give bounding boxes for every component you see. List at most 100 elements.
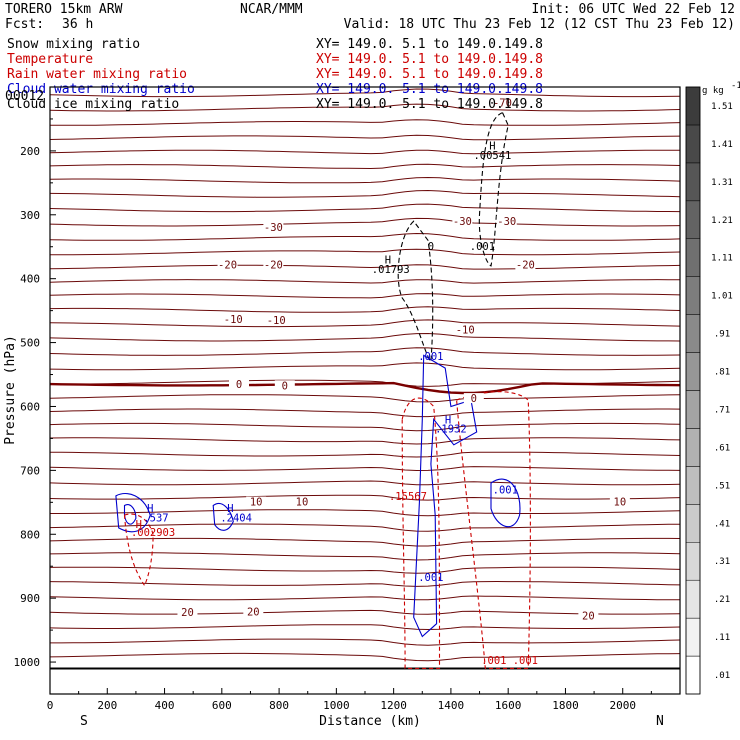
x-left-label: S [80, 714, 88, 729]
colorbar-box [685, 428, 701, 467]
isotherm-line [50, 248, 680, 256]
colorbar-box [685, 200, 701, 239]
x-tick-label: 400 [155, 699, 175, 712]
cloud-water-contour-mid [212, 502, 234, 531]
legend-xy-3: XY= 149.0. 5.1 to 149.0.149.8 [316, 82, 543, 97]
overlay-number: 00012 [5, 89, 44, 104]
cloud-ice-contour-upper [478, 111, 509, 267]
legend-xy-2: XY= 149.0. 5.1 to 149.0.149.8 [316, 67, 543, 82]
isotherm-label: -70 [493, 97, 512, 109]
colorbar-label: .71 [714, 405, 730, 415]
isotherm-label: -10 [456, 325, 475, 337]
isotherm-line [50, 163, 680, 170]
isotherm-label-bg [246, 496, 267, 507]
isotherm-line [50, 362, 680, 371]
colorbar-label: 1.51 [711, 102, 733, 112]
cloud-water-contour-west [115, 492, 151, 533]
hydrometeor-contours [115, 111, 531, 669]
isotherm-label-bg [515, 259, 536, 270]
colorbar-label: 1.21 [711, 216, 733, 226]
colorbar-label: .41 [714, 519, 730, 529]
colorbar-label: .31 [714, 557, 730, 567]
cloud-ice-contour [397, 220, 434, 364]
isotherm-label: -10 [224, 314, 243, 326]
isotherm-lines [50, 88, 680, 670]
x-tick-label: 800 [269, 699, 289, 712]
x-tick-label: 0 [47, 699, 54, 712]
legend-entry-0: Snow mixing ratio [7, 37, 140, 52]
isotherm-line [50, 624, 680, 631]
cloud-water-contour-west-inner [123, 504, 137, 525]
plot-frame [49, 86, 681, 695]
isotherm-line [50, 422, 680, 432]
colorbar-box [685, 352, 701, 391]
isotherm-line [50, 189, 680, 198]
y-tick-label: 500 [20, 337, 40, 350]
colorbar-unit-exp: -1 [731, 81, 740, 91]
isotherm-label: -30 [497, 216, 516, 228]
colorbar-box [685, 655, 701, 695]
isotherm-label-bg [223, 313, 244, 324]
extrema-label: .001 [481, 655, 506, 667]
legend-entry-2: Rain water mixing ratio [7, 67, 187, 82]
isotherm-label-bg [492, 97, 513, 108]
extrema-label: H [385, 254, 391, 266]
init-time: Init: 06 UTC Wed 22 Feb 12 [532, 2, 736, 17]
isotherm-line [50, 347, 680, 356]
isotherm-line [50, 480, 680, 486]
isotherm-label-bg [496, 216, 517, 227]
extrema-label: .1932 [435, 424, 467, 436]
colorbar-label: .21 [714, 595, 730, 605]
isotherm-line [50, 566, 680, 574]
isotherm-label: -20 [516, 260, 535, 272]
x-axis-label: Distance (km) [319, 714, 421, 729]
isotherm-label-bg [578, 610, 599, 621]
isotherm-line [50, 652, 680, 662]
isotherm-label: 0 [282, 380, 288, 392]
rain-water-contour-west [123, 513, 154, 587]
isotherm-line [50, 264, 680, 270]
colorbar-box [685, 162, 701, 202]
isotherm-label-bg [243, 606, 264, 617]
zero-isotherm [50, 381, 680, 395]
colorbar-label: .81 [714, 368, 730, 378]
rain-water-contour [401, 397, 441, 669]
isotherm-label: -20 [218, 260, 237, 272]
colorbar-label: .61 [714, 443, 730, 453]
y-tick-label: 300 [20, 209, 40, 222]
isotherm-line [50, 552, 680, 561]
isotherm-label: 20 [247, 606, 260, 618]
isotherm-line [50, 176, 680, 184]
x-tick-label: 1400 [438, 699, 465, 712]
colorbar-label: 1.11 [711, 254, 733, 264]
isotherm-line [50, 437, 680, 445]
isotherm-label: 20 [181, 607, 194, 619]
isotherm-label-bg [455, 324, 476, 335]
legend-xy-1: XY= 149.0. 5.1 to 149.0.149.8 [316, 52, 543, 67]
isotherm-label-bg [274, 380, 295, 391]
isotherm-line [50, 217, 680, 227]
isotherm-line [50, 332, 680, 342]
extrema-label: 0 [428, 241, 434, 253]
colorbar-label: 1.01 [711, 292, 733, 302]
extrema-label: .001 [513, 655, 538, 667]
isotherm-label-bg [452, 216, 473, 227]
y-tick-label: 400 [20, 273, 40, 286]
colorbar-box [685, 276, 701, 315]
isotherm-label: -10 [267, 315, 286, 327]
isotherm-label-bg [292, 496, 312, 507]
extrema-label: .001 [470, 241, 495, 253]
x-right-label: N [656, 714, 664, 729]
isotherm-line [50, 609, 680, 615]
isotherm-line [50, 306, 680, 313]
isotherm-label-bg [217, 259, 238, 270]
isotherm-line [50, 466, 680, 472]
legend-xy-4: XY= 149.0. 5.1 to 149.0.149.8 [316, 97, 543, 112]
isotherm-line [50, 509, 680, 517]
isotherm-label-bg [263, 221, 284, 232]
isotherm-line [50, 88, 680, 98]
model-title: TORERO 15km ARW [5, 2, 123, 17]
isotherm-label-bg [263, 259, 284, 270]
colorbar-box [685, 86, 701, 126]
